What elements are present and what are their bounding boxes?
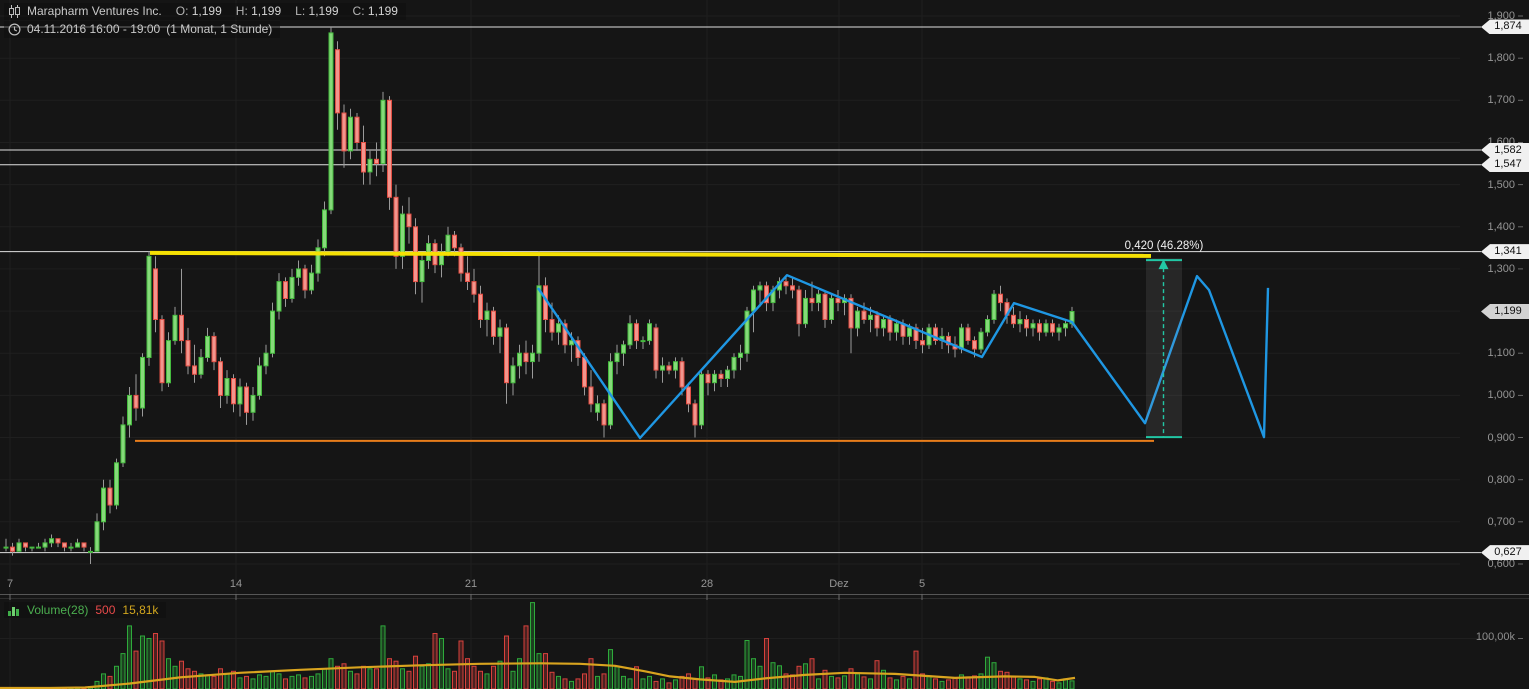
visible-timeframe: (1 Monat, 1 Stunde) bbox=[166, 22, 273, 36]
volume-indicator-title[interactable]: Volume(28) bbox=[27, 603, 89, 617]
ohlc-open: O: 1,199 bbox=[175, 4, 222, 18]
price-tick-label: 0,700 bbox=[1487, 515, 1515, 528]
volume-bars-icon bbox=[8, 604, 20, 616]
price-tick-label: 1,800 bbox=[1487, 52, 1515, 65]
volume-current-value: 500 bbox=[95, 603, 116, 617]
time-tick-label: 28 bbox=[700, 578, 714, 590]
clock-icon bbox=[8, 23, 21, 36]
price-tick-label: 1,100 bbox=[1487, 347, 1515, 360]
ohlc-close: C: 1,199 bbox=[352, 4, 398, 18]
daterange-header: 04.11.2016 16:00 - 19:00 (1 Monat, 1 Stu… bbox=[4, 21, 281, 38]
symbol-title[interactable]: Marapharm Ventures Inc. bbox=[27, 4, 162, 18]
price-tick-label: 1,400 bbox=[1487, 220, 1515, 233]
measure-tool-label[interactable]: 0,420 (46.28%) bbox=[1124, 240, 1204, 252]
price-tick-label: 0,600 bbox=[1487, 558, 1515, 570]
symbol-header: Marapharm Ventures Inc. O: 1,199 H: 1,19… bbox=[4, 3, 406, 20]
price-tick-label: 0,800 bbox=[1487, 473, 1515, 486]
price-tick-label: 1,500 bbox=[1487, 178, 1515, 191]
volume-legend: Volume(28) 500 15,81k bbox=[4, 602, 167, 618]
ohlc-low: L: 1,199 bbox=[295, 4, 339, 18]
price-tick-label: 1,700 bbox=[1487, 94, 1515, 107]
time-tick-label: Dez bbox=[829, 578, 849, 590]
price-level-tag[interactable]: 1,874 bbox=[1481, 19, 1529, 35]
volume-ma-value: 15,81k bbox=[122, 603, 159, 617]
time-tick-label: 14 bbox=[229, 578, 243, 590]
time-tick-label: 5 bbox=[918, 578, 926, 590]
volume-scale-label: 100,00k bbox=[1475, 631, 1515, 643]
last-price-tag: 1,199 bbox=[1481, 303, 1529, 319]
candlestick-chart-icon bbox=[8, 5, 21, 18]
price-tick-label: 1,300 bbox=[1487, 262, 1515, 275]
price-level-tag[interactable]: 1,547 bbox=[1481, 157, 1529, 173]
price-tick-label: 1,000 bbox=[1487, 389, 1515, 402]
price-tick-label: 1,900 bbox=[1487, 10, 1515, 22]
ohlc-high: H: 1,199 bbox=[235, 4, 282, 18]
price-level-tag[interactable]: 1,341 bbox=[1481, 244, 1529, 260]
time-tick-label: 7 bbox=[6, 578, 14, 590]
time-tick-label: 21 bbox=[464, 578, 478, 590]
price-level-tag[interactable]: 0,627 bbox=[1481, 545, 1529, 561]
price-level-tag[interactable]: 1,582 bbox=[1481, 142, 1529, 158]
visible-date-range: 04.11.2016 16:00 - 19:00 bbox=[27, 22, 161, 36]
price-tick-label: 0,900 bbox=[1487, 431, 1515, 444]
